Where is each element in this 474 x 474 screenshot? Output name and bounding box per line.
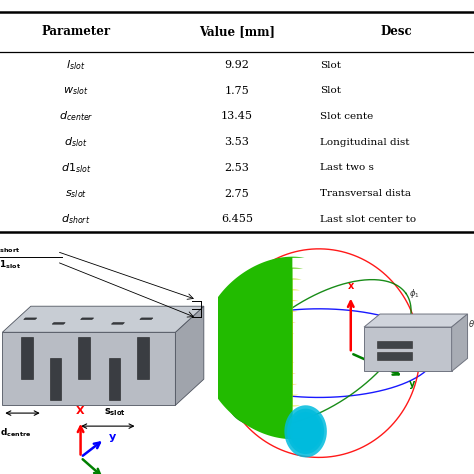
Polygon shape <box>24 318 37 319</box>
Text: Transversal dista: Transversal dista <box>320 189 411 198</box>
Polygon shape <box>2 306 204 332</box>
Polygon shape <box>212 268 303 428</box>
Text: 9.92: 9.92 <box>225 60 249 70</box>
Text: $\phi_1$: $\phi_1$ <box>409 287 420 300</box>
Text: Slot: Slot <box>320 61 341 70</box>
Text: Parameter: Parameter <box>41 26 110 38</box>
Polygon shape <box>2 332 175 405</box>
Text: $d_{slot}$: $d_{slot}$ <box>64 135 88 149</box>
Text: Slot: Slot <box>320 86 341 95</box>
Text: Last slot center to: Last slot center to <box>320 215 416 224</box>
Text: Value [mm]: Value [mm] <box>199 26 275 38</box>
Polygon shape <box>175 306 204 405</box>
Text: 6.455: 6.455 <box>221 214 253 224</box>
Text: Last two s: Last two s <box>320 164 374 173</box>
Text: $d_{center}$: $d_{center}$ <box>59 109 93 123</box>
Text: $\mathbf{d1_{slot}}$: $\mathbf{d1_{slot}}$ <box>0 258 21 271</box>
Polygon shape <box>298 422 313 441</box>
Polygon shape <box>78 337 90 379</box>
Text: $s_{slot}$: $s_{slot}$ <box>65 188 87 200</box>
Polygon shape <box>301 425 310 438</box>
Polygon shape <box>364 314 467 327</box>
Polygon shape <box>292 415 319 447</box>
Text: Slot cente: Slot cente <box>320 112 373 121</box>
Text: 3.53: 3.53 <box>225 137 249 147</box>
Polygon shape <box>109 358 120 400</box>
Polygon shape <box>452 314 467 372</box>
Polygon shape <box>137 337 149 379</box>
Text: X: X <box>76 406 85 416</box>
Polygon shape <box>287 342 293 354</box>
Polygon shape <box>50 358 61 400</box>
Text: x: x <box>347 281 354 291</box>
Text: 2.75: 2.75 <box>225 189 249 199</box>
Polygon shape <box>223 279 301 417</box>
Text: $l_{slot}$: $l_{slot}$ <box>66 58 85 72</box>
Polygon shape <box>303 429 308 434</box>
Polygon shape <box>21 337 33 379</box>
Text: y: y <box>409 379 416 389</box>
Text: $\mathbf{d_{short}}$: $\mathbf{d_{short}}$ <box>0 243 20 255</box>
Text: Desc: Desc <box>380 26 411 38</box>
Polygon shape <box>377 341 412 348</box>
Polygon shape <box>287 409 324 454</box>
Polygon shape <box>111 323 125 324</box>
Text: y: y <box>109 431 116 442</box>
Text: $d_{short}$: $d_{short}$ <box>61 212 91 226</box>
Polygon shape <box>290 412 321 451</box>
Polygon shape <box>81 318 94 319</box>
Text: 1.75: 1.75 <box>225 86 249 96</box>
Polygon shape <box>364 327 452 372</box>
Text: $\mathbf{s_{slot}}$: $\mathbf{s_{slot}}$ <box>104 407 126 419</box>
Text: $w_{slot}$: $w_{slot}$ <box>63 85 89 97</box>
Text: 2.53: 2.53 <box>225 163 249 173</box>
Polygon shape <box>295 419 316 444</box>
Polygon shape <box>140 318 153 319</box>
Text: $\theta_{1+}$: $\theta_{1+}$ <box>467 318 474 330</box>
Polygon shape <box>267 322 296 374</box>
Text: 13.45: 13.45 <box>221 111 253 121</box>
Polygon shape <box>256 311 297 384</box>
Polygon shape <box>377 352 412 360</box>
Text: Longitudinal dist: Longitudinal dist <box>320 138 410 146</box>
Text: $d1_{slot}$: $d1_{slot}$ <box>61 161 91 175</box>
Polygon shape <box>245 301 299 395</box>
Polygon shape <box>234 290 300 406</box>
Polygon shape <box>278 333 294 363</box>
Polygon shape <box>52 323 65 324</box>
Text: $\mathbf{d_{centre}}$: $\mathbf{d_{centre}}$ <box>0 426 31 438</box>
Polygon shape <box>201 257 304 439</box>
Polygon shape <box>284 405 327 457</box>
